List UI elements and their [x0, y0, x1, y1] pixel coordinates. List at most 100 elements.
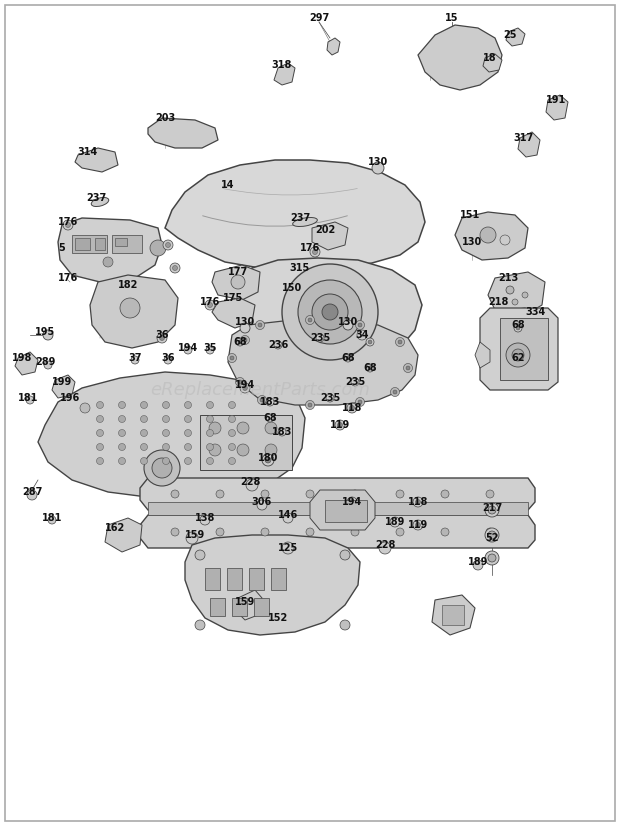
- Circle shape: [242, 386, 247, 391]
- Circle shape: [357, 330, 367, 340]
- Circle shape: [340, 550, 350, 560]
- Bar: [227, 568, 242, 590]
- Circle shape: [166, 243, 171, 248]
- Polygon shape: [140, 478, 535, 510]
- Circle shape: [184, 346, 192, 354]
- Text: 119: 119: [330, 420, 350, 430]
- Circle shape: [257, 500, 267, 510]
- Circle shape: [118, 415, 125, 423]
- Polygon shape: [68, 392, 102, 422]
- Polygon shape: [518, 132, 540, 157]
- Circle shape: [209, 444, 221, 456]
- Circle shape: [282, 542, 294, 554]
- Polygon shape: [310, 490, 375, 530]
- Circle shape: [97, 458, 104, 464]
- Circle shape: [261, 528, 269, 536]
- Circle shape: [162, 430, 169, 436]
- Circle shape: [488, 531, 496, 539]
- Circle shape: [118, 444, 125, 450]
- Circle shape: [141, 444, 148, 450]
- Circle shape: [351, 490, 359, 498]
- Circle shape: [283, 513, 293, 523]
- Polygon shape: [148, 118, 218, 148]
- Circle shape: [368, 340, 372, 344]
- Circle shape: [358, 400, 362, 404]
- Circle shape: [118, 458, 125, 464]
- Polygon shape: [58, 218, 162, 282]
- Circle shape: [298, 280, 362, 344]
- Circle shape: [257, 396, 267, 405]
- Text: 175: 175: [223, 293, 243, 303]
- Circle shape: [103, 257, 113, 267]
- Circle shape: [159, 335, 164, 340]
- Circle shape: [80, 403, 90, 413]
- Polygon shape: [500, 318, 548, 380]
- Circle shape: [162, 458, 169, 464]
- Circle shape: [66, 222, 71, 227]
- Bar: [271, 568, 286, 590]
- Circle shape: [255, 320, 265, 330]
- Circle shape: [486, 490, 494, 498]
- Polygon shape: [165, 160, 425, 270]
- Bar: [442, 605, 464, 625]
- Circle shape: [200, 515, 210, 525]
- Circle shape: [265, 457, 271, 463]
- Text: 25: 25: [503, 30, 516, 40]
- Text: 68: 68: [341, 353, 355, 363]
- Polygon shape: [506, 28, 525, 46]
- Circle shape: [131, 356, 139, 364]
- Circle shape: [141, 430, 148, 436]
- Circle shape: [141, 401, 148, 409]
- Text: 189: 189: [385, 517, 405, 527]
- Bar: [75, 238, 90, 250]
- Circle shape: [368, 366, 372, 370]
- Circle shape: [260, 398, 264, 402]
- Circle shape: [480, 227, 496, 243]
- Text: 196: 196: [60, 393, 80, 403]
- Circle shape: [141, 415, 148, 423]
- Circle shape: [229, 430, 236, 436]
- Text: 130: 130: [462, 237, 482, 247]
- Circle shape: [152, 458, 172, 478]
- Circle shape: [351, 378, 359, 386]
- Circle shape: [441, 490, 449, 498]
- Polygon shape: [488, 308, 542, 348]
- Text: 317: 317: [514, 133, 534, 143]
- Bar: [148, 502, 528, 515]
- Circle shape: [337, 423, 342, 428]
- Circle shape: [157, 333, 167, 343]
- Circle shape: [488, 506, 496, 514]
- Bar: [232, 598, 247, 616]
- Circle shape: [261, 490, 269, 498]
- Polygon shape: [483, 54, 502, 72]
- Circle shape: [265, 422, 277, 434]
- Polygon shape: [105, 518, 142, 552]
- Text: 130: 130: [368, 157, 388, 167]
- Circle shape: [97, 415, 104, 423]
- Circle shape: [118, 430, 125, 436]
- Text: 118: 118: [342, 403, 362, 413]
- Circle shape: [346, 356, 350, 360]
- Circle shape: [186, 532, 198, 544]
- Circle shape: [205, 300, 215, 310]
- Bar: [325, 500, 367, 522]
- Text: 318: 318: [272, 60, 292, 70]
- Circle shape: [398, 340, 402, 344]
- Circle shape: [366, 338, 374, 346]
- Text: 235: 235: [320, 393, 340, 403]
- Text: 177: 177: [228, 267, 248, 277]
- Circle shape: [237, 444, 249, 456]
- Circle shape: [206, 401, 213, 409]
- Circle shape: [237, 422, 249, 434]
- Circle shape: [310, 247, 320, 257]
- Bar: [200, 415, 292, 470]
- Ellipse shape: [293, 217, 317, 226]
- Circle shape: [308, 403, 312, 407]
- Text: 176: 176: [58, 217, 78, 227]
- Circle shape: [229, 415, 236, 423]
- Text: 203: 203: [155, 113, 175, 123]
- Text: 14: 14: [221, 180, 235, 190]
- Text: 130: 130: [338, 317, 358, 327]
- Circle shape: [393, 390, 397, 394]
- Circle shape: [413, 497, 423, 507]
